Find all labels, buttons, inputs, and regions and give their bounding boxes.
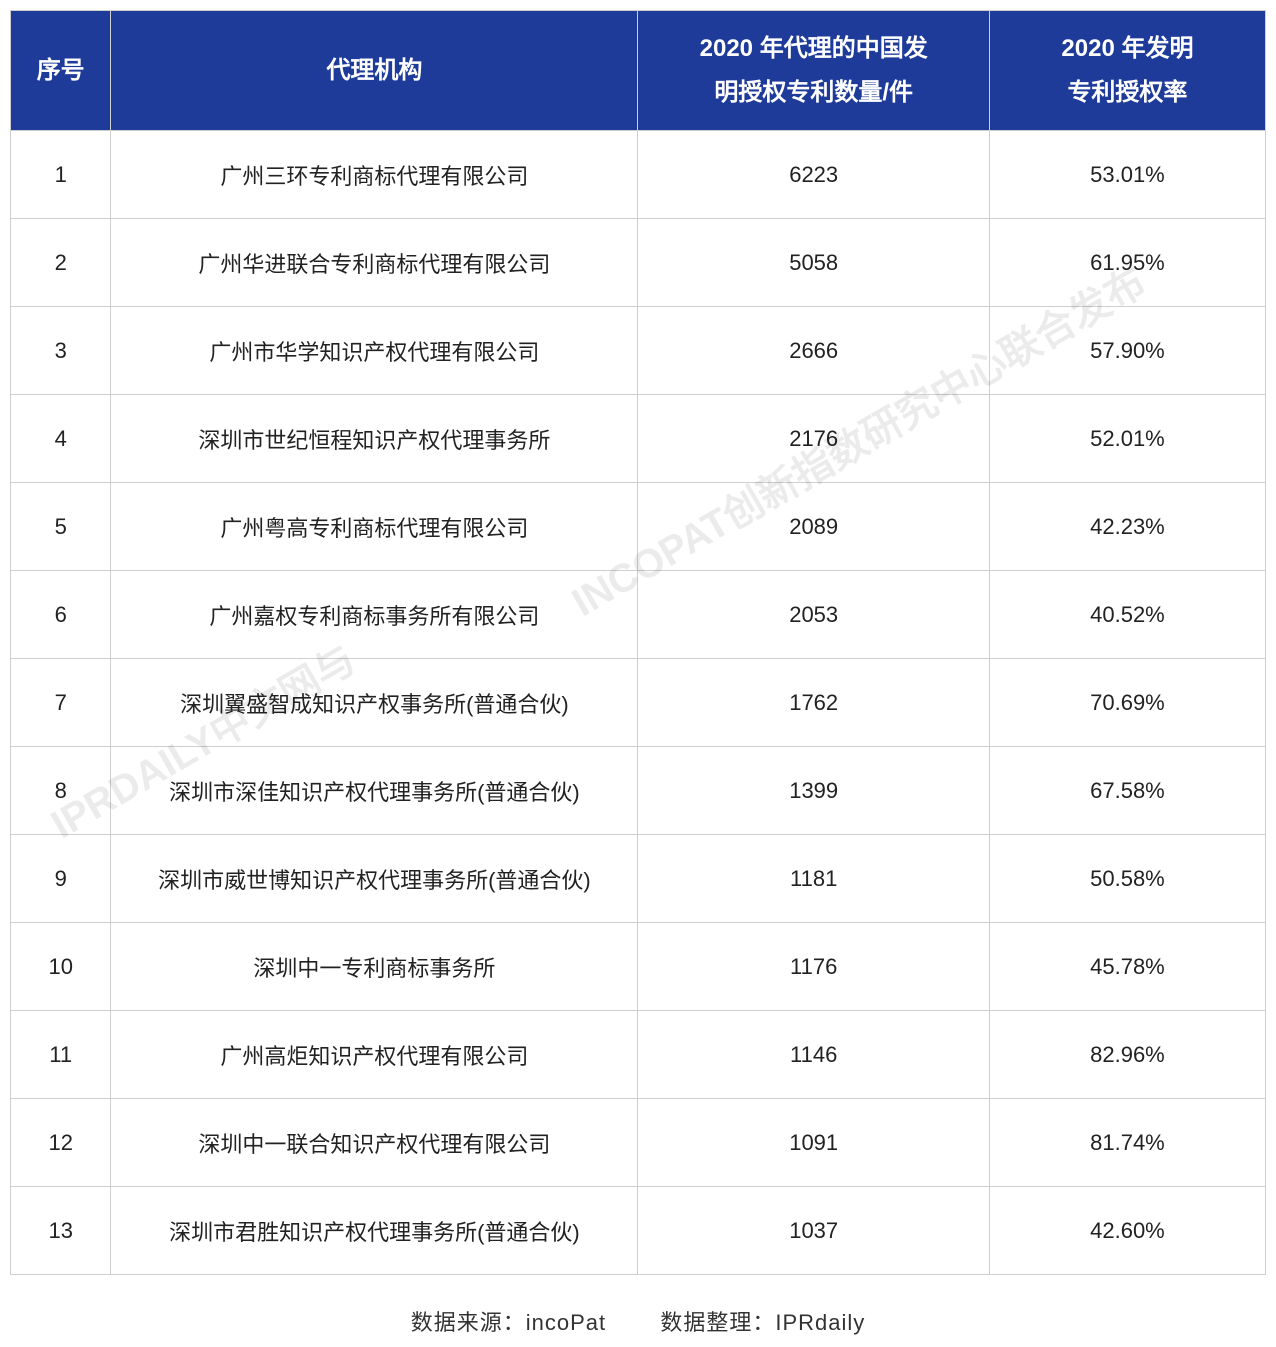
cell-rate: 52.01% bbox=[989, 395, 1265, 483]
cell-rate: 70.69% bbox=[989, 659, 1265, 747]
table-row: 6广州嘉权专利商标事务所有限公司205340.52% bbox=[11, 571, 1266, 659]
cell-count: 1762 bbox=[638, 659, 989, 747]
cell-name: 广州市华学知识产权代理有限公司 bbox=[111, 307, 638, 395]
table-header: 序号 代理机构 2020 年代理的中国发 明授权专利数量/件 2020 年发明 … bbox=[11, 11, 1266, 131]
cell-idx: 3 bbox=[11, 307, 111, 395]
cell-name: 深圳市深佳知识产权代理事务所(普通合伙) bbox=[111, 747, 638, 835]
table-row: 12深圳中一联合知识产权代理有限公司109181.74% bbox=[11, 1099, 1266, 1187]
cell-rate: 67.58% bbox=[989, 747, 1265, 835]
col-header-index: 序号 bbox=[11, 11, 111, 131]
cell-count: 1037 bbox=[638, 1187, 989, 1275]
table-row: 11广州高炬知识产权代理有限公司114682.96% bbox=[11, 1011, 1266, 1099]
cell-name: 深圳市君胜知识产权代理事务所(普通合伙) bbox=[111, 1187, 638, 1275]
cell-idx: 13 bbox=[11, 1187, 111, 1275]
cell-rate: 57.90% bbox=[989, 307, 1265, 395]
cell-name: 深圳翼盛智成知识产权事务所(普通合伙) bbox=[111, 659, 638, 747]
cell-name: 深圳中一联合知识产权代理有限公司 bbox=[111, 1099, 638, 1187]
source-label: 数据来源： bbox=[411, 1310, 526, 1335]
cell-idx: 7 bbox=[11, 659, 111, 747]
cell-idx: 5 bbox=[11, 483, 111, 571]
cell-count: 1146 bbox=[638, 1011, 989, 1099]
col-header-rate: 2020 年发明 专利授权率 bbox=[989, 11, 1265, 131]
cell-name: 广州粤高专利商标代理有限公司 bbox=[111, 483, 638, 571]
table-row: 1广州三环专利商标代理有限公司622353.01% bbox=[11, 131, 1266, 219]
org-label: 数据整理： bbox=[660, 1310, 775, 1335]
table-row: 10深圳中一专利商标事务所117645.78% bbox=[11, 923, 1266, 1011]
cell-count: 1091 bbox=[638, 1099, 989, 1187]
cell-idx: 11 bbox=[11, 1011, 111, 1099]
cell-count: 2176 bbox=[638, 395, 989, 483]
table-row: 2广州华进联合专利商标代理有限公司505861.95% bbox=[11, 219, 1266, 307]
table-row: 7深圳翼盛智成知识产权事务所(普通合伙)176270.69% bbox=[11, 659, 1266, 747]
cell-count: 5058 bbox=[638, 219, 989, 307]
cell-idx: 6 bbox=[11, 571, 111, 659]
cell-rate: 42.60% bbox=[989, 1187, 1265, 1275]
cell-name: 广州高炬知识产权代理有限公司 bbox=[111, 1011, 638, 1099]
cell-rate: 50.58% bbox=[989, 835, 1265, 923]
table-row: 4深圳市世纪恒程知识产权代理事务所217652.01% bbox=[11, 395, 1266, 483]
table-row: 13深圳市君胜知识产权代理事务所(普通合伙)103742.60% bbox=[11, 1187, 1266, 1275]
cell-idx: 1 bbox=[11, 131, 111, 219]
cell-name: 广州华进联合专利商标代理有限公司 bbox=[111, 219, 638, 307]
org-value: IPRdaily bbox=[775, 1310, 865, 1335]
cell-count: 1176 bbox=[638, 923, 989, 1011]
cell-name: 广州嘉权专利商标事务所有限公司 bbox=[111, 571, 638, 659]
cell-idx: 2 bbox=[11, 219, 111, 307]
cell-count: 1399 bbox=[638, 747, 989, 835]
table-body: 1广州三环专利商标代理有限公司622353.01%2广州华进联合专利商标代理有限… bbox=[11, 131, 1266, 1275]
table-row: 8深圳市深佳知识产权代理事务所(普通合伙)139967.58% bbox=[11, 747, 1266, 835]
cell-rate: 42.23% bbox=[989, 483, 1265, 571]
cell-rate: 61.95% bbox=[989, 219, 1265, 307]
col-header-count: 2020 年代理的中国发 明授权专利数量/件 bbox=[638, 11, 989, 131]
cell-count: 2666 bbox=[638, 307, 989, 395]
cell-name: 深圳市威世博知识产权代理事务所(普通合伙) bbox=[111, 835, 638, 923]
cell-rate: 82.96% bbox=[989, 1011, 1265, 1099]
cell-idx: 8 bbox=[11, 747, 111, 835]
cell-rate: 45.78% bbox=[989, 923, 1265, 1011]
table-row: 3广州市华学知识产权代理有限公司266657.90% bbox=[11, 307, 1266, 395]
cell-idx: 9 bbox=[11, 835, 111, 923]
col-header-agency: 代理机构 bbox=[111, 11, 638, 131]
table-row: 9深圳市威世博知识产权代理事务所(普通合伙)118150.58% bbox=[11, 835, 1266, 923]
cell-count: 2053 bbox=[638, 571, 989, 659]
cell-idx: 10 bbox=[11, 923, 111, 1011]
cell-rate: 40.52% bbox=[989, 571, 1265, 659]
cell-idx: 4 bbox=[11, 395, 111, 483]
cell-count: 6223 bbox=[638, 131, 989, 219]
cell-name: 深圳中一专利商标事务所 bbox=[111, 923, 638, 1011]
cell-count: 2089 bbox=[638, 483, 989, 571]
source-value: incoPat bbox=[526, 1310, 606, 1335]
patent-agency-table: 序号 代理机构 2020 年代理的中国发 明授权专利数量/件 2020 年发明 … bbox=[10, 10, 1266, 1275]
table-container: INCOPAT创新指数研究中心联合发布 IPRDAILY中文网与 序号 代理机构… bbox=[10, 10, 1266, 1275]
cell-name: 深圳市世纪恒程知识产权代理事务所 bbox=[111, 395, 638, 483]
cell-name: 广州三环专利商标代理有限公司 bbox=[111, 131, 638, 219]
cell-rate: 53.01% bbox=[989, 131, 1265, 219]
cell-count: 1181 bbox=[638, 835, 989, 923]
table-row: 5广州粤高专利商标代理有限公司208942.23% bbox=[11, 483, 1266, 571]
footer-note: 数据来源：incoPat 数据整理：IPRdaily bbox=[10, 1305, 1266, 1337]
cell-idx: 12 bbox=[11, 1099, 111, 1187]
cell-rate: 81.74% bbox=[989, 1099, 1265, 1187]
